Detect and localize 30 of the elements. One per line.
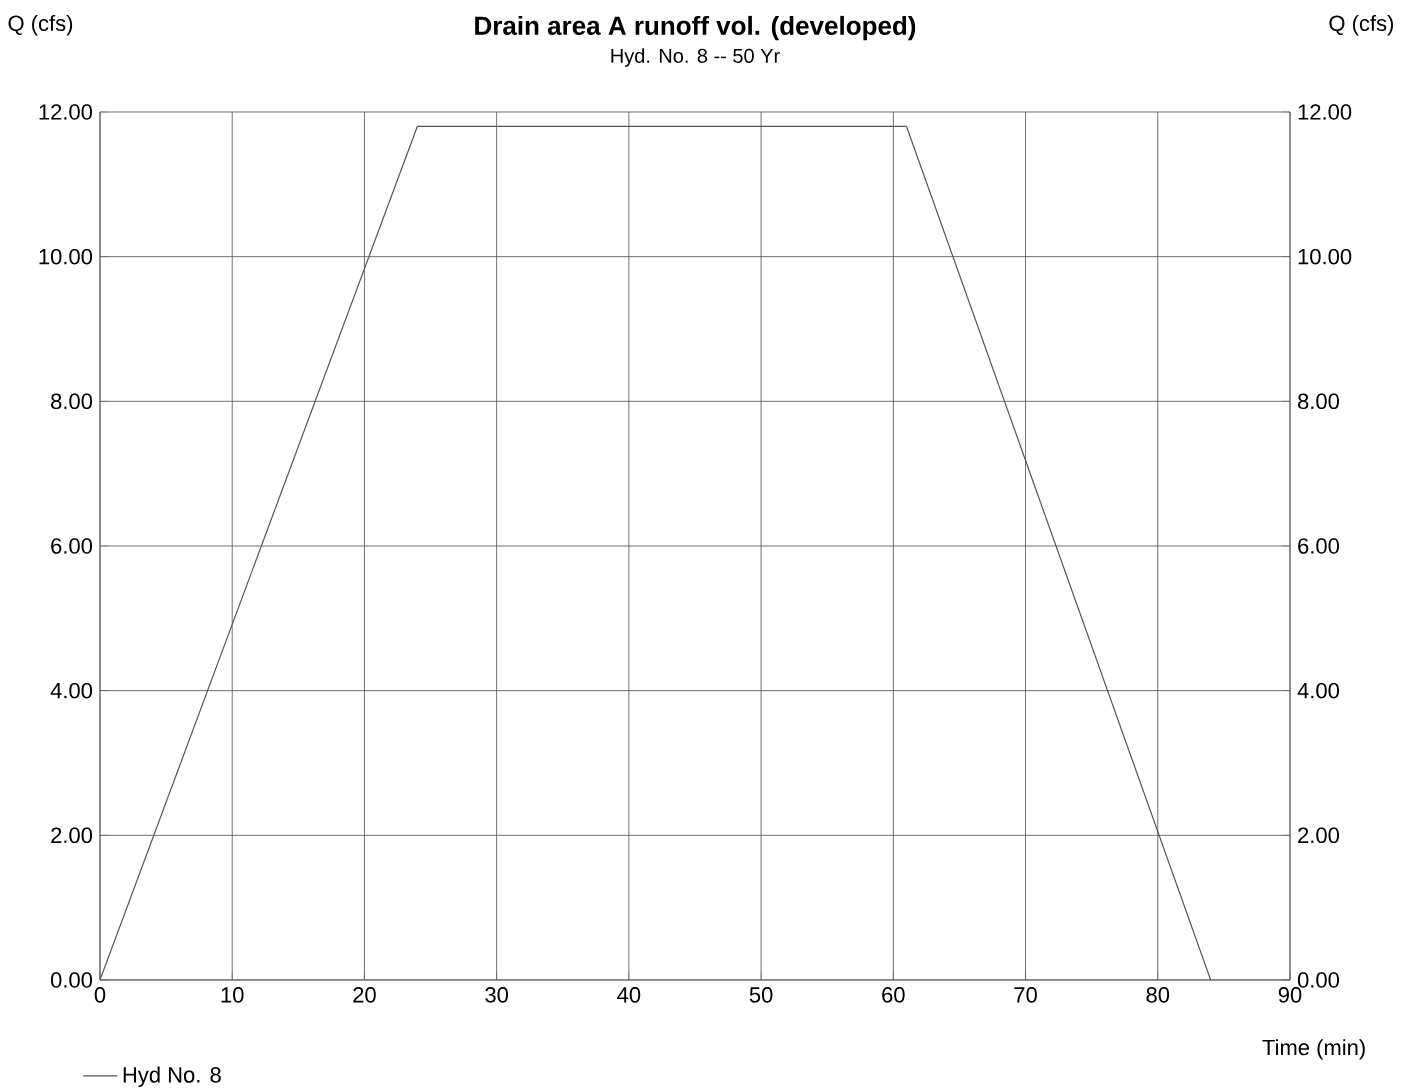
y-axis-title: Q (cfs) bbox=[8, 14, 73, 36]
x-tick-label: 20 bbox=[353, 987, 376, 1003]
x-tick-label: 70 bbox=[1014, 987, 1037, 1003]
y2-tick-label: 2.00 bbox=[1298, 827, 1340, 844]
x-tick-label: 50 bbox=[749, 987, 773, 1003]
y2-tick-label: 8.00 bbox=[1298, 393, 1340, 410]
x-tick-label: 60 bbox=[882, 987, 905, 1003]
x-tick-label: 90 bbox=[1278, 987, 1302, 1003]
y2-axis-title: Q (cfs) bbox=[1329, 14, 1394, 36]
chart-subtitle: Hyd. No. 8 -- 50 Yr bbox=[611, 48, 780, 67]
legend-label: Hyd No. 8 bbox=[123, 1066, 221, 1087]
y-tick-label: 2.00 bbox=[51, 827, 93, 844]
x-tick-label: 10 bbox=[221, 987, 244, 1003]
y2-tick-label: 4.00 bbox=[1297, 682, 1340, 699]
y-tick-label: 12.00 bbox=[39, 104, 93, 120]
x-tick-label: 40 bbox=[617, 987, 641, 1003]
y2-tick-label: 6.00 bbox=[1298, 538, 1340, 554]
y-tick-label: 10.00 bbox=[39, 248, 93, 265]
y-tick-label: 6.00 bbox=[51, 538, 93, 554]
y-tick-label: 4.00 bbox=[50, 682, 93, 699]
x-axis-title: Time (min) bbox=[1262, 1039, 1365, 1060]
chart-title: Drain area A runoff vol. (developed) bbox=[475, 15, 916, 41]
y-tick-label: 0.00 bbox=[50, 972, 93, 988]
x-tick-label: 30 bbox=[485, 987, 509, 1003]
y2-tick-label: 0.00 bbox=[1297, 972, 1340, 988]
x-tick-label: 80 bbox=[1146, 987, 1170, 1003]
y2-tick-label: 12.00 bbox=[1298, 104, 1352, 120]
x-tick-label: 0 bbox=[94, 987, 106, 1003]
y-tick-label: 8.00 bbox=[51, 393, 93, 410]
y2-tick-label: 10.00 bbox=[1298, 248, 1352, 265]
